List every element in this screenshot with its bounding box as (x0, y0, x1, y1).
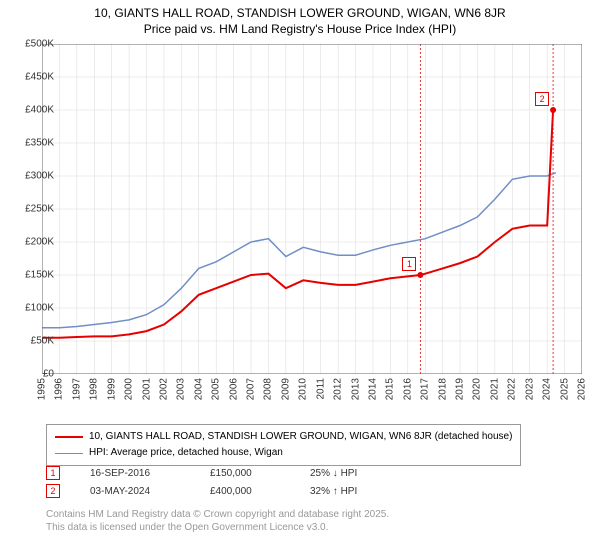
x-axis-tick-label: 2001 (141, 378, 152, 400)
chart-area: 12 (42, 44, 582, 374)
marker-row: 2 03-MAY-2024 £400,000 32% ↑ HPI (46, 482, 410, 500)
marker-date: 03-MAY-2024 (90, 486, 210, 497)
x-axis-tick-label: 1997 (71, 378, 82, 400)
x-axis-tick-label: 2008 (263, 378, 274, 400)
x-axis-tick-label: 1995 (37, 378, 48, 400)
x-axis-tick-label: 2009 (280, 378, 291, 400)
y-axis-tick-label: £350K (14, 138, 54, 149)
x-axis-tick-label: 2019 (455, 378, 466, 400)
marker-delta: 32% ↑ HPI (310, 486, 410, 497)
x-axis-tick-label: 2010 (298, 378, 309, 400)
x-axis-tick-label: 1996 (54, 378, 65, 400)
x-axis-tick-label: 2017 (420, 378, 431, 400)
y-axis-tick-label: £450K (14, 72, 54, 83)
title-line-1: 10, GIANTS HALL ROAD, STANDISH LOWER GRO… (94, 6, 505, 20)
marker-date: 16-SEP-2016 (90, 468, 210, 479)
x-axis-tick-label: 2020 (472, 378, 483, 400)
marker-price: £150,000 (210, 468, 310, 479)
legend-swatch (55, 436, 83, 438)
legend-item: HPI: Average price, detached house, Wiga… (55, 445, 512, 461)
x-axis-tick-label: 2016 (402, 378, 413, 400)
y-axis-tick-label: £50K (14, 336, 54, 347)
x-axis-tick-label: 2022 (507, 378, 518, 400)
x-axis-tick-label: 2014 (367, 378, 378, 400)
legend: 10, GIANTS HALL ROAD, STANDISH LOWER GRO… (46, 424, 521, 466)
y-axis-tick-label: £0 (14, 369, 54, 380)
x-axis-tick-label: 2015 (385, 378, 396, 400)
legend-swatch (55, 453, 83, 454)
x-axis-tick-label: 2026 (577, 378, 588, 400)
legend-label: 10, GIANTS HALL ROAD, STANDISH LOWER GRO… (89, 429, 512, 445)
x-axis-tick-label: 2004 (193, 378, 204, 400)
marker-delta: 25% ↓ HPI (310, 468, 410, 479)
x-axis-tick-label: 2006 (228, 378, 239, 400)
y-axis-tick-label: £400K (14, 105, 54, 116)
x-axis-tick-label: 1998 (89, 378, 100, 400)
y-axis-tick-label: £100K (14, 303, 54, 314)
x-axis-tick-label: 2011 (315, 378, 326, 400)
y-axis-tick-label: £200K (14, 237, 54, 248)
footer-line: Contains HM Land Registry data © Crown c… (46, 509, 389, 520)
marker-table: 1 16-SEP-2016 £150,000 25% ↓ HPI 2 03-MA… (46, 464, 410, 500)
marker-price: £400,000 (210, 486, 310, 497)
x-axis-tick-label: 2000 (124, 378, 135, 400)
x-axis-tick-label: 2023 (524, 378, 535, 400)
x-axis-tick-label: 2024 (542, 378, 553, 400)
marker-badge: 2 (46, 484, 60, 498)
x-axis-tick-label: 2013 (350, 378, 361, 400)
x-axis-tick-label: 2021 (489, 378, 500, 400)
legend-item: 10, GIANTS HALL ROAD, STANDISH LOWER GRO… (55, 429, 512, 445)
y-axis-tick-label: £150K (14, 270, 54, 281)
title-line-2: Price paid vs. HM Land Registry's House … (144, 22, 456, 36)
marker-row: 1 16-SEP-2016 £150,000 25% ↓ HPI (46, 464, 410, 482)
chart-marker-badge: 1 (402, 257, 416, 271)
chart-title: 10, GIANTS HALL ROAD, STANDISH LOWER GRO… (0, 0, 600, 37)
x-axis-tick-label: 2025 (559, 378, 570, 400)
x-axis-tick-label: 2005 (211, 378, 222, 400)
chart-marker-badge: 2 (535, 92, 549, 106)
x-axis-tick-label: 1999 (106, 378, 117, 400)
footer-attribution: Contains HM Land Registry data © Crown c… (46, 508, 389, 534)
y-axis-tick-label: £300K (14, 171, 54, 182)
x-axis-tick-label: 2003 (176, 378, 187, 400)
y-axis-tick-label: £500K (14, 39, 54, 50)
y-axis-tick-label: £250K (14, 204, 54, 215)
x-axis-tick-label: 2007 (246, 378, 257, 400)
marker-badge: 1 (46, 466, 60, 480)
footer-line: This data is licensed under the Open Gov… (46, 522, 328, 533)
x-axis-tick-label: 2012 (333, 378, 344, 400)
legend-label: HPI: Average price, detached house, Wiga… (89, 445, 283, 461)
line-chart (42, 44, 582, 374)
x-axis-tick-label: 2002 (158, 378, 169, 400)
x-axis-tick-label: 2018 (437, 378, 448, 400)
